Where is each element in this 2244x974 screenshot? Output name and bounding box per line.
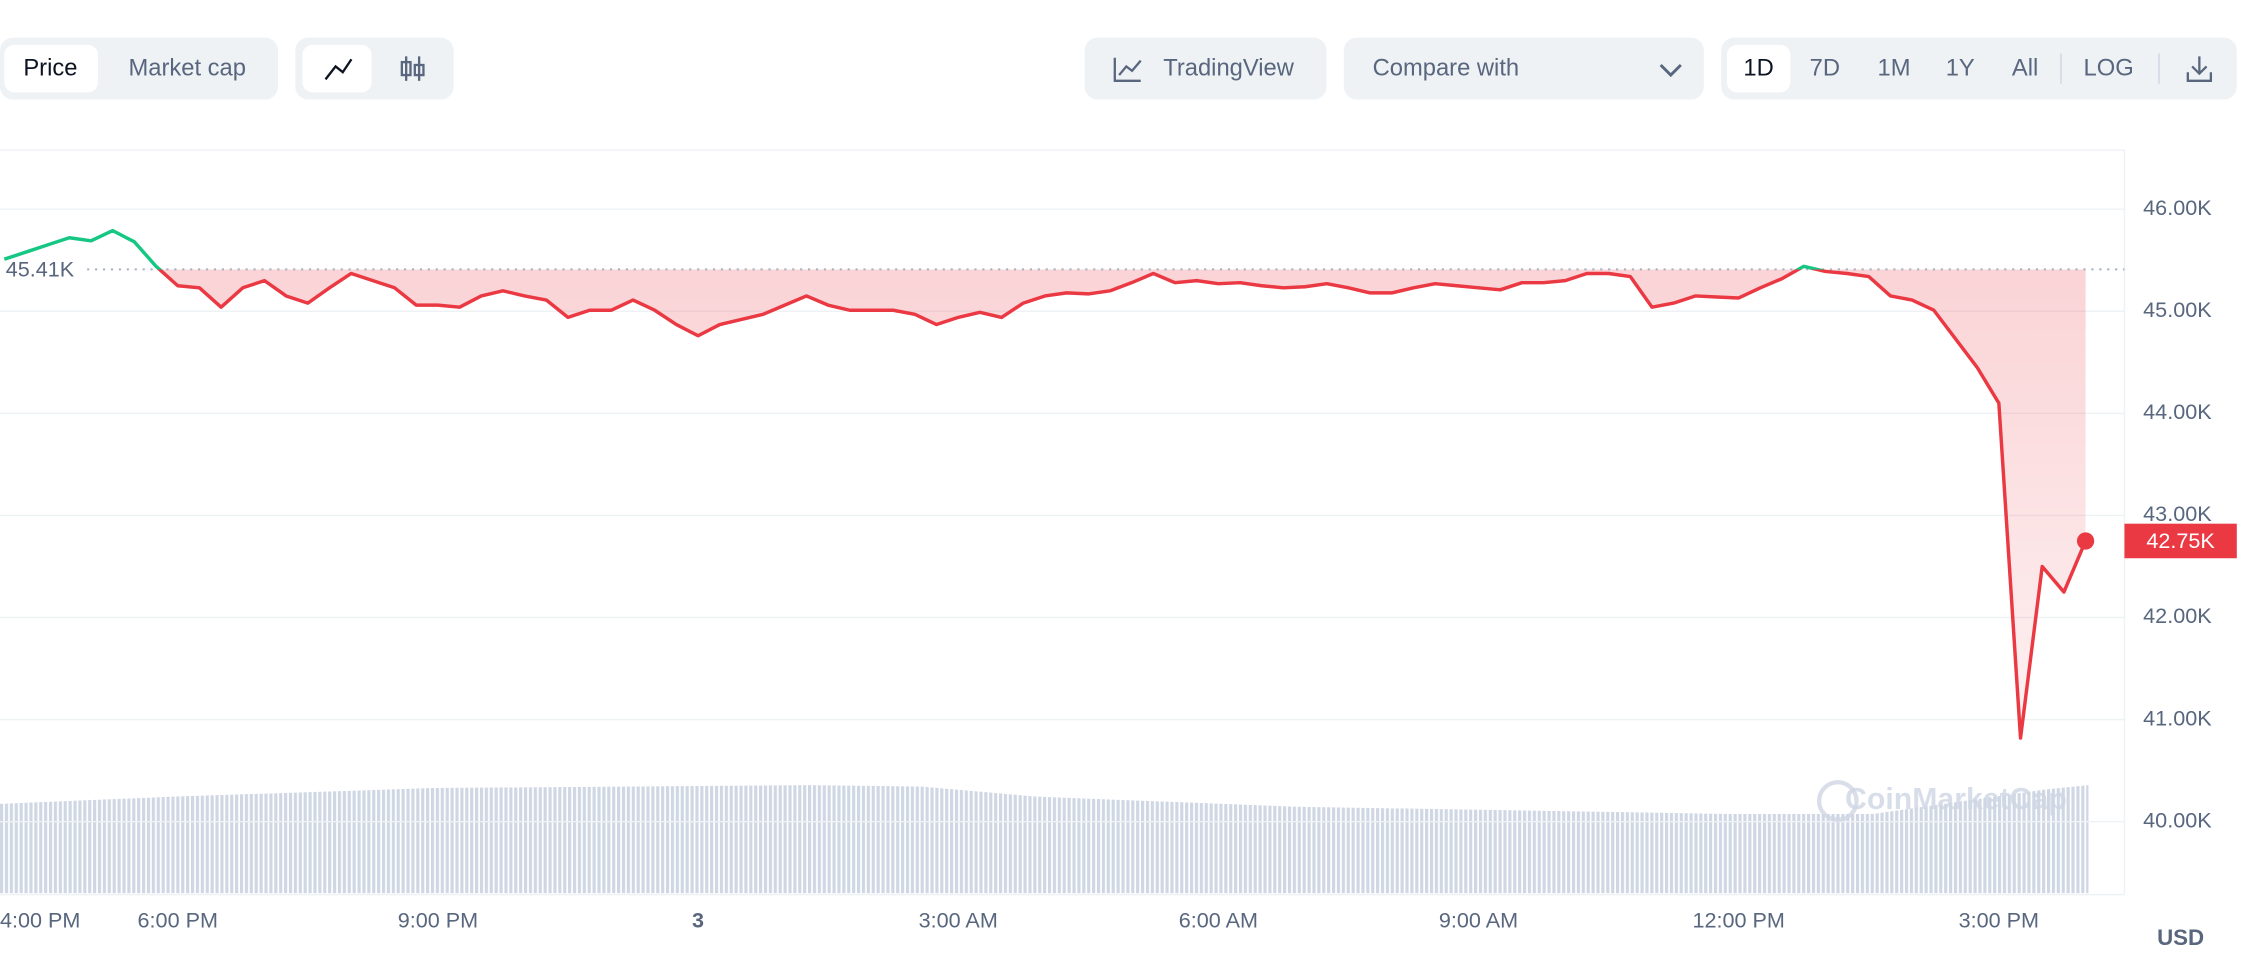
- y-tick-label: 44.00K: [2143, 399, 2212, 424]
- x-tick-label: 4:00 PM: [0, 908, 80, 933]
- range-button[interactable]: 7D: [1810, 55, 1840, 82]
- x-tick-label: 3:00 PM: [1959, 908, 2039, 933]
- y-tick-label: 41.00K: [2143, 705, 2212, 730]
- range-button[interactable]: 1Y: [1946, 55, 1975, 82]
- baseline-label-bg: [0, 253, 87, 286]
- line-icon: [324, 58, 353, 81]
- baseline-label: 45.41K: [6, 257, 75, 282]
- tradingview-icon: [1113, 57, 1142, 82]
- y-unit: USD: [2157, 925, 2204, 950]
- volume-bars: [0, 785, 2089, 894]
- plot: 45.41K: [0, 228, 2125, 740]
- x-tick-label: 6:00 AM: [1179, 908, 1258, 933]
- y-tick-label: 43.00K: [2143, 501, 2212, 526]
- last-price-label: 42.75K: [2146, 528, 2215, 553]
- x-tick-label: 9:00 AM: [1439, 908, 1518, 933]
- range-active-bg[interactable]: [1726, 44, 1791, 93]
- candle-icon[interactable]: [400, 56, 425, 81]
- tab-active-bg[interactable]: [4, 44, 98, 93]
- watermark: CoinMarketCap: [1845, 783, 2067, 816]
- grid: [0, 208, 2125, 823]
- tab-market-cap[interactable]: Market cap: [128, 55, 245, 82]
- tradingview-label[interactable]: TradingView: [1163, 55, 1295, 82]
- compare-label[interactable]: Compare with: [1373, 55, 1520, 82]
- last-point: [2076, 532, 2095, 550]
- compare-select[interactable]: [1343, 37, 1704, 100]
- x-tick-label: 3: [692, 908, 704, 933]
- tradingview-button[interactable]: [1084, 37, 1327, 100]
- x-tick-label: 9:00 PM: [398, 908, 478, 933]
- y-tick-label: 45.00K: [2143, 297, 2212, 322]
- y-tick-label: 46.00K: [2143, 195, 2212, 220]
- x-tick-label: 6:00 PM: [138, 908, 218, 933]
- chevron-icon: [1659, 63, 1682, 78]
- watermark-logo: [1816, 780, 1859, 822]
- last-price-tag: [2124, 523, 2237, 559]
- range-button[interactable]: 1D: [1743, 55, 1773, 82]
- x-tick-label: 12:00 PM: [1692, 908, 1784, 933]
- y-tick-label: 40.00K: [2143, 807, 2212, 832]
- x-tick-label: 3:00 AM: [919, 908, 998, 933]
- y-tick-label: 42.00K: [2143, 603, 2212, 628]
- range-button[interactable]: All: [2012, 55, 2038, 82]
- range-button[interactable]: 1M: [1878, 55, 1911, 82]
- range-group: [1721, 37, 2237, 100]
- price-line: [3, 228, 2088, 740]
- price-area: [4, 269, 2086, 738]
- log-button[interactable]: LOG: [2084, 55, 2134, 82]
- tab-price[interactable]: Price: [23, 55, 77, 82]
- download-icon[interactable]: [2186, 56, 2213, 82]
